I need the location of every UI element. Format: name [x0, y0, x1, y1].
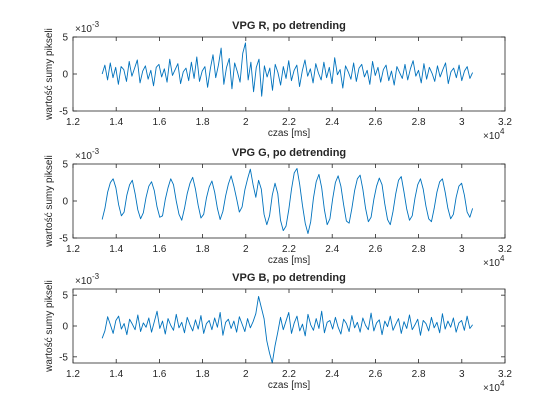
x-scale-exponent: 4	[500, 254, 505, 263]
y-tick-label: -5	[59, 234, 68, 245]
x-tick-label: 1.4	[109, 244, 123, 255]
y-tick-label: 5	[62, 33, 68, 44]
x-scale-multiplier: ×104	[483, 127, 505, 142]
x-tick-label: 3	[459, 244, 465, 255]
x-tick-label: 1.2	[66, 369, 80, 380]
x-tick-label: 1.6	[152, 369, 166, 380]
x-axis-label: czas [ms]	[268, 128, 310, 139]
x-tick-label: 1.4	[109, 117, 123, 128]
y-scale-multiplier: ×10-3	[75, 147, 100, 162]
y-scale-exponent: -3	[92, 272, 100, 281]
y-scale-multiplier: ×10-3	[75, 272, 100, 287]
y-scale-exponent: -3	[92, 20, 100, 29]
y-tick-label: -5	[59, 352, 68, 363]
y-scale-multiplier: ×10-3	[75, 20, 100, 35]
x-tick-label: 2.6	[368, 117, 382, 128]
x-tick-label: 2.2	[282, 369, 296, 380]
x-tick-label: 1.8	[196, 117, 210, 128]
x-tick-label: 2.8	[412, 244, 426, 255]
x-tick-label: 1.2	[66, 117, 80, 128]
x-tick-label: 1.6	[152, 244, 166, 255]
x-tick-label: 1.2	[66, 244, 80, 255]
x-tick-label: 3	[459, 117, 465, 128]
chart-title: VPG G, po detrending	[232, 147, 346, 159]
y-tick-label: -5	[59, 107, 68, 118]
y-axis-label: wartość sumy pikseli	[44, 28, 55, 121]
plot-area	[73, 37, 505, 111]
x-tick-label: 1.8	[196, 369, 210, 380]
y-scale-exponent: -3	[92, 147, 100, 156]
x-axis-label: czas [ms]	[268, 255, 310, 266]
y-axis-label: wartość sumy pikseli	[44, 155, 55, 248]
y-tick-label: 5	[62, 291, 68, 302]
x-tick-label: 2	[243, 244, 249, 255]
x-scale-multiplier: ×104	[483, 254, 505, 269]
chart-title: VPG B, po detrending	[232, 272, 346, 284]
x-tick-label: 2.4	[325, 244, 339, 255]
x-scale-exponent: 4	[500, 379, 505, 388]
y-tick-label: 0	[62, 70, 68, 81]
x-tick-label: 2	[243, 117, 249, 128]
x-tick-label: 2.8	[412, 369, 426, 380]
x-tick-label: 1.8	[196, 244, 210, 255]
chart-title: VPG R, po detrending	[232, 20, 346, 32]
y-tick-label: 0	[62, 322, 68, 333]
x-tick-label: 2	[243, 369, 249, 380]
y-axis-label: wartość sumy pikseli	[44, 280, 55, 373]
y-tick-label: 0	[62, 197, 68, 208]
x-tick-label: 2.2	[282, 244, 296, 255]
x-tick-label: 2.6	[368, 369, 382, 380]
x-tick-label: 2.4	[325, 369, 339, 380]
x-tick-label: 1.4	[109, 369, 123, 380]
x-tick-label: 2.4	[325, 117, 339, 128]
x-tick-label: 2.2	[282, 117, 296, 128]
x-tick-label: 3	[459, 369, 465, 380]
plot-area	[73, 164, 505, 238]
x-tick-label: 2.6	[368, 244, 382, 255]
x-scale-multiplier: ×104	[483, 379, 505, 394]
x-axis-label: czas [ms]	[268, 380, 310, 391]
x-scale-exponent: 4	[500, 127, 505, 136]
y-tick-label: 5	[62, 160, 68, 171]
x-tick-label: 2.8	[412, 117, 426, 128]
x-tick-label: 1.6	[152, 117, 166, 128]
